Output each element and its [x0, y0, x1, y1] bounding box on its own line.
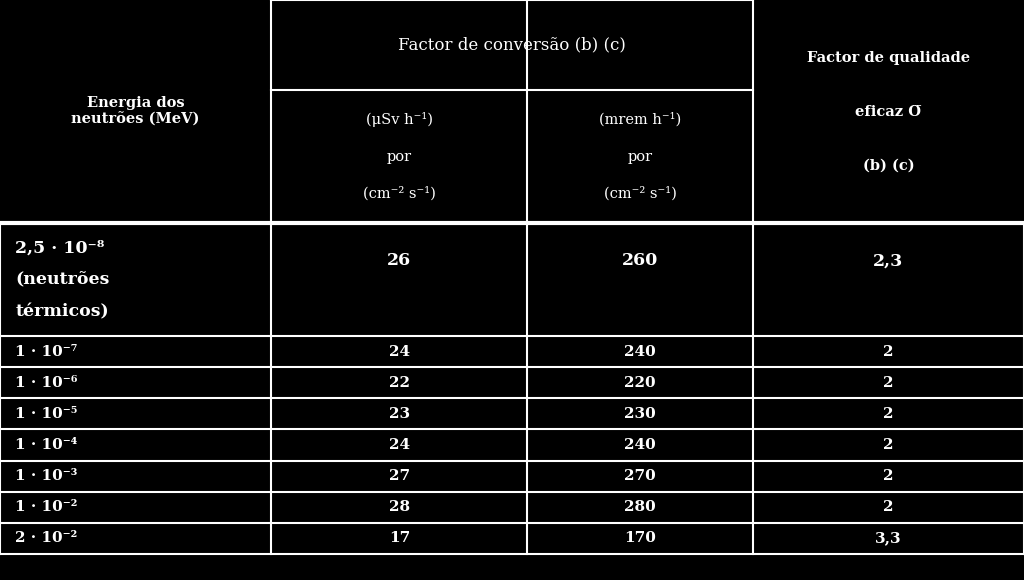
Text: 24: 24 — [389, 438, 410, 452]
Text: 2: 2 — [883, 345, 894, 359]
Text: 1 · 10⁻²: 1 · 10⁻² — [15, 500, 78, 514]
Text: 23: 23 — [389, 407, 410, 421]
Text: 22: 22 — [389, 376, 410, 390]
Text: 220: 220 — [625, 376, 655, 390]
Text: por: por — [628, 150, 652, 164]
Text: 240: 240 — [624, 438, 656, 452]
Text: 230: 230 — [624, 407, 656, 421]
Text: 260: 260 — [622, 252, 658, 269]
Text: 26: 26 — [387, 252, 412, 269]
Text: térmicos): térmicos) — [15, 303, 109, 320]
Text: por: por — [387, 150, 412, 164]
Text: (b) (c): (b) (c) — [862, 158, 914, 172]
Text: (mrem h⁻¹): (mrem h⁻¹) — [599, 112, 681, 126]
Text: 240: 240 — [624, 345, 656, 359]
Text: (μSv h⁻¹): (μSv h⁻¹) — [366, 112, 433, 127]
Text: 1 · 10⁻⁷: 1 · 10⁻⁷ — [15, 345, 78, 359]
Text: 1 · 10⁻⁵: 1 · 10⁻⁵ — [15, 407, 78, 421]
Text: (neutrões: (neutrões — [15, 271, 110, 288]
Text: Energia dos
neutrões (MeV): Energia dos neutrões (MeV) — [72, 96, 200, 127]
Text: 2 · 10⁻²: 2 · 10⁻² — [15, 531, 78, 545]
Text: (cm⁻² s⁻¹): (cm⁻² s⁻¹) — [362, 187, 436, 201]
Text: 1 · 10⁻⁴: 1 · 10⁻⁴ — [15, 438, 78, 452]
Text: eficaz O̅: eficaz O̅ — [855, 104, 922, 119]
Text: 2: 2 — [883, 500, 894, 514]
Text: 2,5 · 10⁻⁸: 2,5 · 10⁻⁸ — [15, 240, 104, 257]
Text: 170: 170 — [624, 531, 656, 545]
Text: 1 · 10⁻³: 1 · 10⁻³ — [15, 469, 78, 483]
Text: 1 · 10⁻⁶: 1 · 10⁻⁶ — [15, 376, 78, 390]
Text: 280: 280 — [624, 500, 656, 514]
Text: 2: 2 — [883, 469, 894, 483]
Text: 17: 17 — [389, 531, 410, 545]
Text: 3,3: 3,3 — [874, 531, 902, 545]
Text: (cm⁻² s⁻¹): (cm⁻² s⁻¹) — [603, 187, 677, 201]
Text: 2: 2 — [883, 376, 894, 390]
Text: 2: 2 — [883, 438, 894, 452]
Text: Factor de qualidade: Factor de qualidade — [807, 51, 970, 65]
Text: 27: 27 — [389, 469, 410, 483]
Text: Factor de conversão (b) (c): Factor de conversão (b) (c) — [398, 37, 626, 53]
Text: 2: 2 — [883, 407, 894, 421]
Text: 2,3: 2,3 — [873, 252, 903, 269]
Text: 24: 24 — [389, 345, 410, 359]
Text: 28: 28 — [389, 500, 410, 514]
Text: 270: 270 — [624, 469, 656, 483]
